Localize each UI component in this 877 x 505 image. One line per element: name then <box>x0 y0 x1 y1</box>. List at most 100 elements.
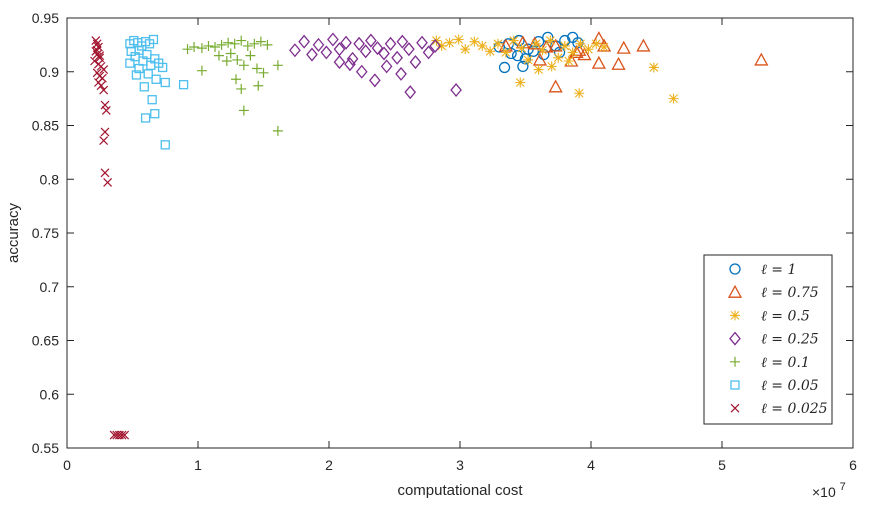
asterisk-marker-point <box>485 46 496 57</box>
x-marker-point <box>101 106 111 115</box>
asterisk-marker-point <box>508 35 519 46</box>
plus-marker-point <box>242 40 253 51</box>
diamond-marker-point <box>450 83 462 98</box>
asterisk-marker-point <box>668 93 679 104</box>
asterisk-marker-point <box>444 37 455 48</box>
legend-label: ℓ = 0.5 <box>761 308 810 324</box>
circle-marker-point <box>498 61 511 74</box>
plus-marker-point <box>230 74 241 85</box>
asterisk-marker-point <box>436 40 447 51</box>
legend-box <box>703 254 833 425</box>
diamond-marker-point <box>384 36 397 51</box>
square-marker-point <box>147 95 157 105</box>
y-tick-label: 0.85 <box>32 118 59 134</box>
diamond-marker-point <box>378 46 390 61</box>
triangle-marker-point <box>754 52 769 66</box>
diamond-marker-point <box>340 35 352 50</box>
asterisk-marker-point <box>453 34 464 45</box>
plus-marker-point <box>213 50 224 61</box>
asterisk-marker-point <box>516 43 527 54</box>
square-marker-point <box>143 69 153 79</box>
x-axis-exponent-base: ×10 <box>812 484 836 500</box>
triangle-marker-point <box>539 39 554 53</box>
x-axis-exponent-label: ×10 7 <box>812 481 846 500</box>
diamond-marker-point <box>359 44 372 59</box>
x-marker-point <box>95 51 105 61</box>
plus-marker-point <box>262 39 273 50</box>
asterisk-marker-point <box>492 38 503 49</box>
triangle-marker-point <box>572 42 587 56</box>
triangle-marker-point <box>548 79 563 93</box>
square-marker-point <box>178 80 189 90</box>
legend-label: ℓ = 0.25 <box>761 332 819 348</box>
asterisk-marker-point <box>553 52 564 63</box>
plus-marker-point <box>236 35 247 46</box>
y-tick-label: 0.9 <box>40 64 60 80</box>
triangle-marker-point <box>532 52 548 66</box>
asterisk-marker-point <box>567 47 578 58</box>
y-tick-label: 0.7 <box>40 279 60 295</box>
diamond-marker-point <box>409 55 422 70</box>
legend-diamond-icon <box>729 331 741 346</box>
asterisk-marker-point <box>477 40 488 51</box>
x-marker-point <box>92 39 102 49</box>
legend-circle-icon <box>729 263 741 275</box>
y-tick-label: 0.65 <box>32 333 59 349</box>
asterisk-marker-point <box>591 38 602 49</box>
legend-x-icon <box>730 403 740 413</box>
square-marker-point <box>150 109 160 119</box>
plus-marker-point <box>232 54 243 65</box>
diamond-marker-point <box>369 73 381 88</box>
legend-plus-icon <box>730 356 740 367</box>
y-tick-label: 0.6 <box>40 386 60 402</box>
diamond-marker-point <box>353 36 365 51</box>
plus-marker-point <box>258 67 269 78</box>
asterisk-marker-point <box>533 64 544 75</box>
plus-marker-point <box>236 83 247 94</box>
plus-marker-point <box>210 42 221 53</box>
diamond-marker-point <box>365 33 377 48</box>
plus-marker-point <box>225 48 236 59</box>
plus-marker-point <box>255 36 266 47</box>
diamond-marker-point <box>355 64 368 79</box>
asterisk-marker-point <box>599 42 610 53</box>
legend-label: ℓ = 0.025 <box>761 401 828 417</box>
asterisk-marker-point <box>523 54 534 65</box>
diamond-marker-point <box>404 85 417 100</box>
x-axis-exponent-power: 7 <box>840 481 846 493</box>
x-tick-label: 3 <box>456 457 464 473</box>
asterisk-marker-point <box>574 88 585 99</box>
asterisk-marker-point <box>559 40 570 51</box>
asterisk-marker-point <box>500 47 511 58</box>
diamond-marker-point <box>344 57 356 72</box>
square-marker-point <box>151 74 161 84</box>
plus-marker-point <box>216 39 227 50</box>
diamond-marker-point <box>306 47 318 62</box>
plus-marker-point <box>249 38 260 49</box>
plus-marker-point <box>272 125 283 136</box>
triangle-marker-point <box>636 38 651 52</box>
asterisk-marker-point <box>530 38 541 49</box>
x-marker-point <box>117 430 127 440</box>
plus-marker-point <box>196 65 207 76</box>
x-marker-point <box>100 127 110 137</box>
legend-asterisk-icon <box>730 310 740 321</box>
asterisk-marker-point <box>537 45 548 56</box>
diamond-marker-point <box>346 51 359 66</box>
plus-marker-point <box>182 44 193 55</box>
y-axis-title: accuracy <box>5 202 22 263</box>
x-tick-label: 1 <box>194 457 202 473</box>
diamond-marker-point <box>289 43 301 58</box>
asterisk-marker-point <box>648 62 659 73</box>
square-marker-point <box>140 113 151 123</box>
square-marker-point <box>139 82 149 92</box>
legend-label: ℓ = 0.1 <box>761 355 810 371</box>
legend-label: ℓ = 0.75 <box>761 285 819 301</box>
x-tick-label: 5 <box>718 457 726 473</box>
y-tick-label: 0.55 <box>32 440 59 456</box>
diamond-marker-point <box>422 45 435 60</box>
legend-square-icon <box>730 380 740 390</box>
legend-label: ℓ = 1 <box>761 262 796 278</box>
